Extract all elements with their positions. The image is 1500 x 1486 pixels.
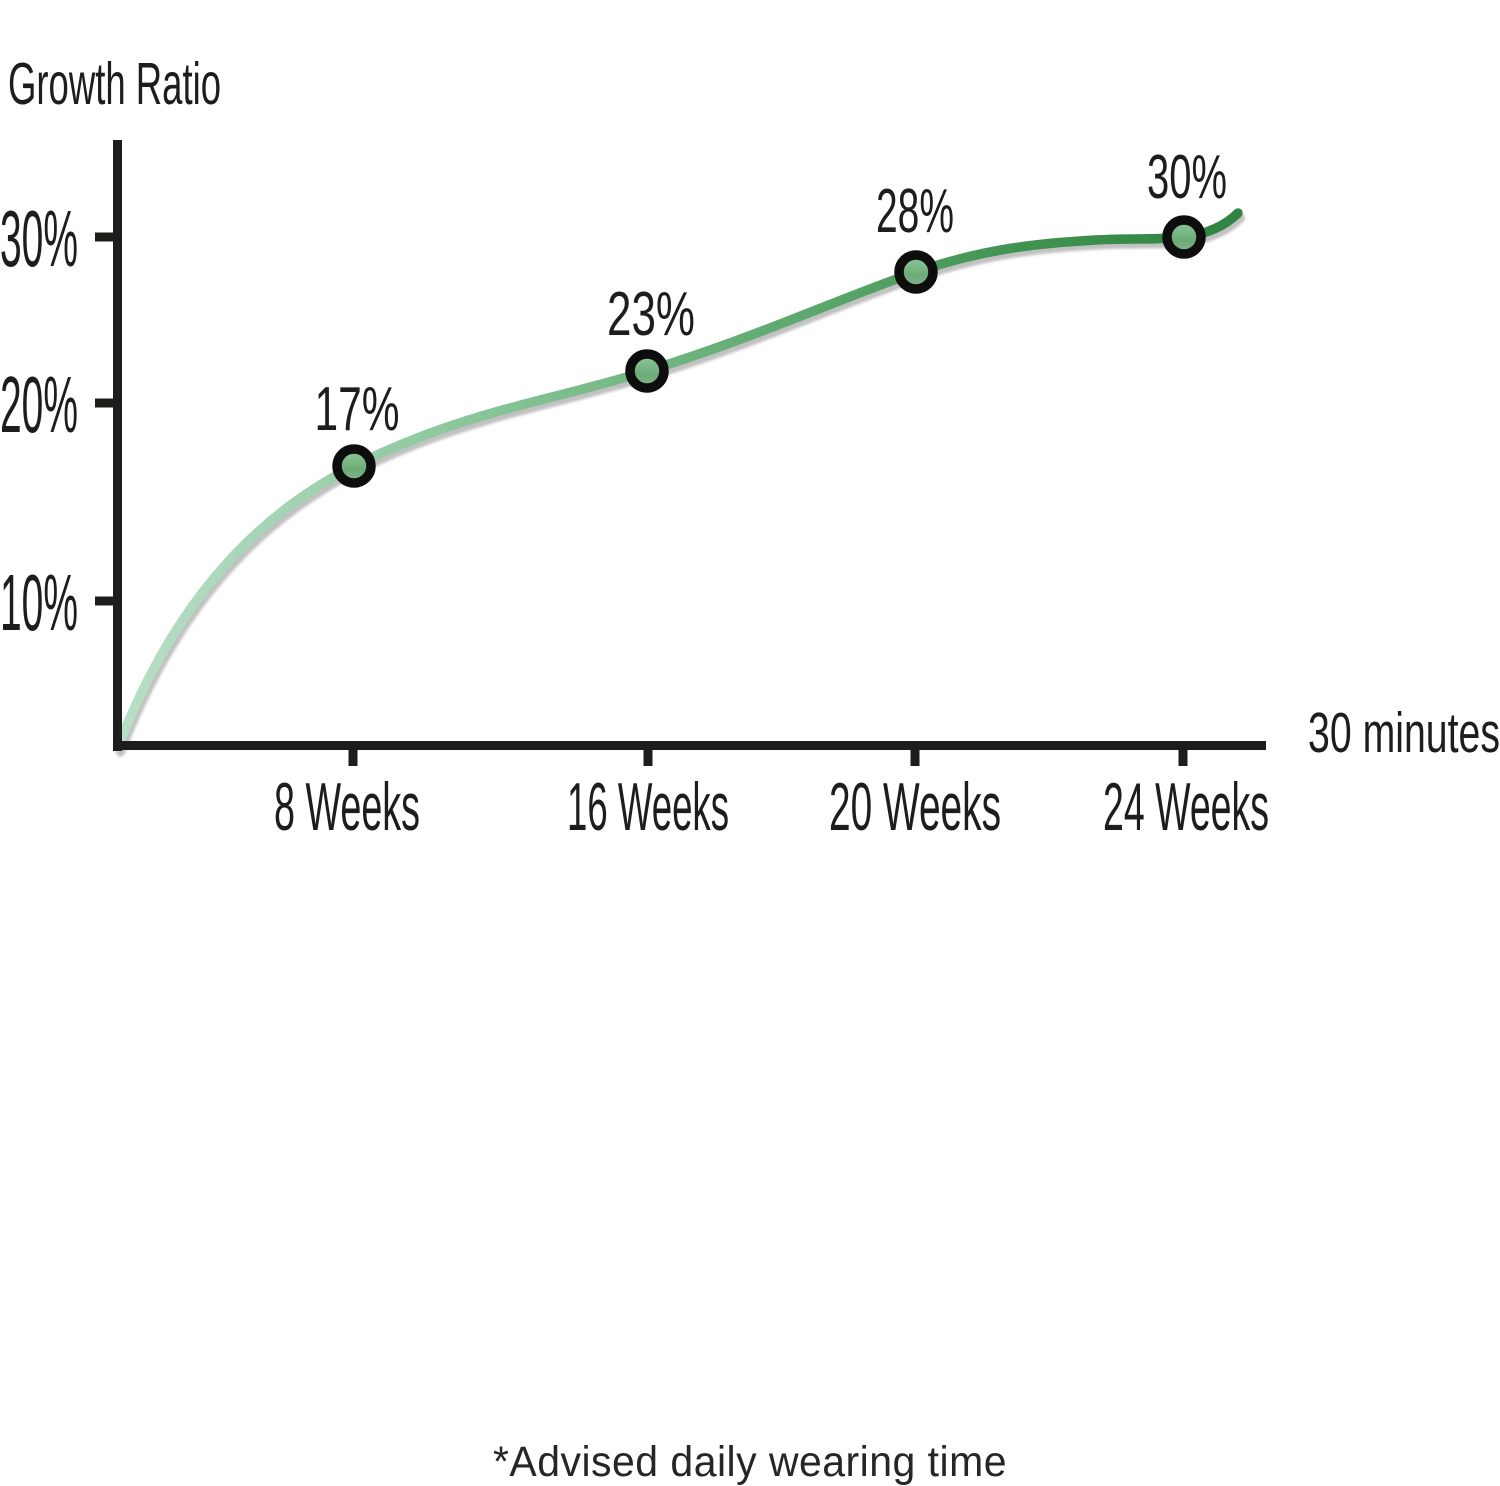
data-label-30: 30% [1147,143,1227,212]
x-tick-8-weeks [348,746,358,766]
growth-curve [113,208,1243,752]
y-tick-label-20: 20% [0,360,78,449]
data-point-24-weeks [1162,215,1206,259]
y-axis-line [113,140,122,751]
x-tick-20-weeks [910,746,920,766]
growth-curve-shadow [116,213,1245,757]
chart-title: Growth Ratio [8,51,221,117]
y-tick-label-30: 30% [0,194,78,283]
y-tick-20 [95,398,122,408]
data-label-28: 28% [876,177,954,246]
data-point-16-weeks [625,349,669,393]
x-tick-label-24-weeks: 24 Weeks [1103,769,1269,845]
data-label-17: 17% [315,375,400,444]
x-tick-16-weeks [643,746,653,766]
footnote: *Advised daily wearing time [493,1438,1007,1486]
y-tick-30 [95,232,122,242]
data-point-8-weeks [332,444,376,488]
y-tick-10 [95,596,122,606]
x-axis-line [113,741,1266,750]
data-point-20-weeks [894,250,938,294]
data-label-23: 23% [607,280,695,349]
x-axis-annotation: 30 minutes [1308,701,1500,765]
x-tick-label-8-weeks: 8 Weeks [274,769,420,845]
y-tick-label-10: 10% [0,558,78,647]
x-tick-label-16-weeks: 16 Weeks [567,769,729,845]
x-tick-label-20-weeks: 20 Weeks [829,769,1001,845]
x-tick-24-weeks [1178,746,1188,766]
